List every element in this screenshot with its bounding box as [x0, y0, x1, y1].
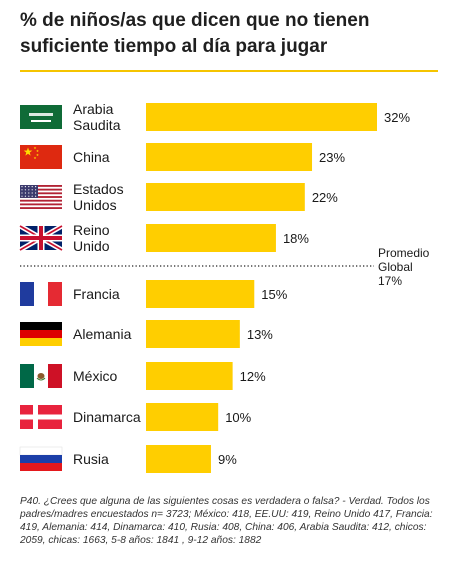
title-divider [20, 70, 438, 72]
saudi-arabia-flag-icon [20, 105, 62, 129]
bar-dinamarca [146, 403, 219, 431]
bar-méxico [146, 362, 233, 390]
value-label: 18% [283, 231, 309, 246]
global-average-label: Promedio [378, 246, 430, 260]
category-label: México [73, 368, 118, 384]
category-label: Saudita [73, 117, 121, 133]
category-label: Rusia [73, 451, 109, 467]
value-label: 32% [384, 110, 410, 125]
footnote: P40. ¿Crees que alguna de las siguientes… [20, 496, 433, 546]
category-label: Francia [73, 286, 120, 302]
russia-flag-icon [19, 446, 63, 471]
category-label: Estados [73, 181, 124, 197]
category-label: Alemania [73, 326, 132, 342]
global-average-label: 17% [378, 274, 402, 288]
category-label: Reino [73, 222, 110, 238]
denmark-flag-icon [20, 405, 62, 429]
global-average-label: Global [378, 260, 413, 274]
bar-china [146, 143, 313, 171]
category-label: China [73, 149, 110, 165]
mexico-flag-icon [20, 364, 62, 388]
chart-title: % de niños/as que dicen que no tienen su… [20, 10, 370, 57]
value-label: 9% [218, 452, 237, 467]
germany-flag-icon [20, 322, 62, 346]
bar-rusia [146, 445, 211, 473]
category-label: Dinamarca [73, 409, 141, 425]
value-label: 12% [240, 369, 266, 384]
bar-francia [146, 280, 255, 308]
category-label: Unidos [73, 197, 117, 213]
bar-alemania [146, 320, 240, 348]
usa-flag-icon [20, 185, 62, 209]
value-label: 15% [261, 287, 287, 302]
bar-estados-unidos [146, 183, 305, 211]
category-label: Arabia [73, 101, 114, 117]
value-label: 23% [319, 150, 345, 165]
bar-arabia-saudita [146, 103, 377, 131]
uk-flag-icon [18, 223, 64, 253]
value-label: 10% [225, 410, 251, 425]
value-label: 13% [247, 327, 273, 342]
category-label: Unido [73, 238, 110, 254]
value-label: 22% [312, 190, 338, 205]
china-flag-icon [20, 145, 62, 169]
bar-reino-unido [146, 224, 276, 252]
france-flag-icon [20, 282, 62, 306]
